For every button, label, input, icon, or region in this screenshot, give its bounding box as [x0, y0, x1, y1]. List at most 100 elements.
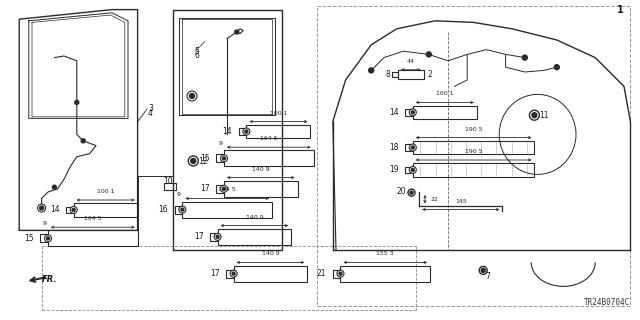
Circle shape	[75, 100, 79, 104]
Circle shape	[189, 93, 195, 99]
Text: 4: 4	[148, 109, 153, 118]
Text: 100 1: 100 1	[269, 111, 287, 116]
Circle shape	[412, 111, 414, 114]
Text: 2: 2	[428, 70, 432, 79]
Circle shape	[187, 91, 197, 101]
Text: 5: 5	[195, 47, 200, 56]
Text: FR.: FR.	[42, 276, 57, 284]
Bar	[218, 229, 291, 245]
Circle shape	[70, 206, 77, 213]
Bar	[246, 125, 310, 138]
Bar	[210, 233, 218, 241]
Circle shape	[481, 268, 485, 272]
Circle shape	[179, 206, 186, 213]
Circle shape	[235, 30, 239, 34]
Bar	[317, 6, 630, 306]
Circle shape	[45, 235, 51, 242]
Circle shape	[223, 187, 225, 190]
Bar	[413, 163, 534, 177]
Circle shape	[522, 55, 527, 60]
Text: 9: 9	[42, 221, 46, 226]
Circle shape	[38, 204, 45, 212]
Bar	[405, 166, 413, 173]
Text: 100 1: 100 1	[97, 189, 115, 194]
Bar	[182, 202, 272, 218]
Circle shape	[230, 270, 237, 277]
Bar	[224, 181, 298, 197]
Circle shape	[72, 208, 75, 212]
Text: 15: 15	[24, 234, 34, 243]
Bar	[405, 144, 413, 151]
Circle shape	[232, 272, 235, 275]
Text: 17: 17	[194, 232, 204, 241]
Text: 14: 14	[389, 108, 399, 117]
Text: 20: 20	[396, 187, 406, 196]
Text: 10: 10	[163, 177, 173, 186]
Text: 19: 19	[389, 165, 399, 174]
Text: 164 5: 164 5	[84, 216, 102, 221]
Bar	[216, 155, 224, 163]
Text: 155 3: 155 3	[376, 252, 394, 256]
Circle shape	[554, 65, 559, 70]
Text: 15: 15	[200, 154, 210, 163]
Bar	[40, 234, 48, 243]
Text: 22: 22	[431, 197, 439, 202]
Text: 7: 7	[485, 272, 490, 281]
Circle shape	[410, 191, 413, 194]
Circle shape	[245, 130, 248, 133]
Text: 12: 12	[198, 157, 208, 166]
Bar	[413, 106, 477, 119]
Circle shape	[243, 128, 250, 135]
Bar	[392, 72, 398, 77]
Circle shape	[81, 139, 85, 143]
Text: 100 1: 100 1	[436, 92, 454, 96]
Text: 21: 21	[317, 269, 326, 278]
Bar	[398, 70, 424, 79]
Text: 190 5: 190 5	[465, 149, 483, 154]
Bar	[239, 128, 246, 135]
Text: 17: 17	[210, 269, 220, 278]
Text: 16: 16	[159, 205, 168, 214]
Text: 11: 11	[539, 111, 548, 120]
Bar	[48, 230, 138, 246]
Circle shape	[410, 166, 416, 173]
Bar	[405, 109, 413, 116]
Circle shape	[369, 68, 374, 73]
Bar	[74, 203, 138, 217]
Bar	[413, 141, 534, 154]
Text: 14: 14	[50, 205, 60, 214]
Bar	[224, 150, 314, 166]
Text: 1: 1	[617, 4, 624, 15]
Text: 164 5: 164 5	[218, 188, 236, 192]
Circle shape	[223, 157, 225, 160]
Text: 3: 3	[148, 104, 153, 113]
Circle shape	[532, 113, 537, 118]
Circle shape	[412, 146, 414, 149]
Bar	[226, 269, 234, 277]
Bar	[340, 266, 430, 282]
Bar	[234, 266, 307, 282]
Text: 140 9: 140 9	[246, 215, 263, 220]
Circle shape	[410, 144, 416, 151]
Bar	[333, 269, 340, 277]
Circle shape	[337, 270, 344, 277]
Circle shape	[52, 185, 56, 189]
Circle shape	[412, 168, 414, 172]
Circle shape	[47, 237, 49, 240]
Circle shape	[221, 155, 227, 162]
Text: 18: 18	[389, 143, 399, 152]
Circle shape	[339, 272, 342, 275]
Circle shape	[181, 208, 184, 211]
Circle shape	[191, 158, 196, 164]
Circle shape	[410, 109, 416, 116]
Text: 140 9: 140 9	[252, 167, 269, 172]
Circle shape	[216, 235, 219, 238]
Circle shape	[221, 185, 227, 192]
Text: 9: 9	[218, 141, 222, 146]
Bar	[216, 185, 224, 193]
Text: 14: 14	[223, 127, 232, 136]
Bar	[175, 205, 182, 214]
Text: 6: 6	[195, 52, 200, 60]
Bar	[164, 183, 176, 190]
Circle shape	[40, 206, 44, 210]
